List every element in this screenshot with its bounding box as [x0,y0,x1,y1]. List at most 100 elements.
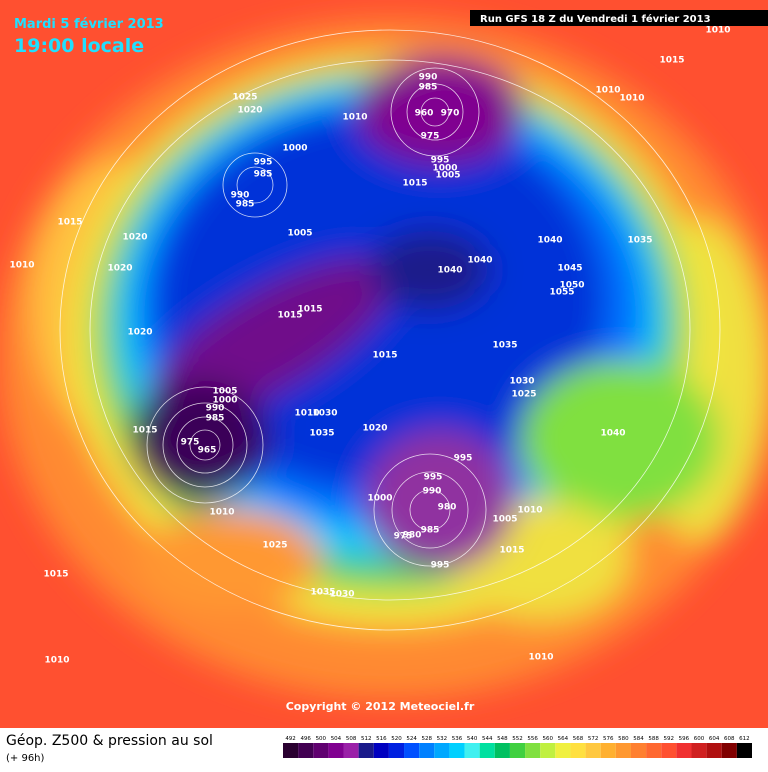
run: Run GFS 18 Z du Vendredi 1 février 2013 [480,13,711,25]
isobar-label: 990 [206,404,225,414]
colorbar-label: 520 [391,736,402,742]
colorbar-swatch [343,743,359,758]
isobar-label: 1010 [705,26,730,36]
isobar-label: 960 [415,109,434,119]
isobar-label: 1010 [528,653,553,663]
isobar-label: 1020 [362,424,387,434]
colorbar-label: 548 [497,736,508,742]
colorbar-label: 608 [724,736,735,742]
colorbar-swatch [298,743,314,758]
colorbar-label: 512 [361,736,372,742]
isobar-label: 1015 [57,218,82,228]
colorbar-swatch [646,743,662,758]
colorbar-swatch [585,743,601,758]
colorbar-swatch [328,743,344,758]
date: Mardi 5 février 2013 [14,17,164,32]
colorbar-swatch [661,743,677,758]
colorbar-swatch [630,743,647,758]
isobar-label: 995 [454,454,473,464]
isobar-label: 985 [236,200,255,210]
isobar-label: 1005 [435,171,460,181]
colorbar-label: 500 [316,736,327,742]
time: 19:00 locale [14,35,144,57]
colorbar-swatch [555,743,571,758]
isobar-label: 1040 [437,266,462,276]
colorbar-label: 516 [376,736,387,742]
isobar-label: 1015 [297,305,322,315]
colorbar-swatch [358,743,374,758]
isobar-label: 990 [423,487,442,497]
isobar-label: 1025 [262,541,287,551]
isobar-label: 1055 [549,288,574,298]
isobar-label: 995 [431,561,450,571]
isobar-label: 975 [181,438,200,448]
isobar-label: 1020 [107,264,132,274]
colorbar-label: 600 [694,736,705,742]
colorbar-label: 540 [467,736,478,742]
isobar-label: 1020 [122,233,147,243]
z500-field [0,0,768,728]
colorbar-label: 612 [739,736,750,742]
colorbar-swatch [464,743,480,758]
isobar-label: 1030 [329,590,354,600]
isobar-label: 1020 [127,328,152,338]
colorbar-swatch [540,743,556,758]
isobar-label: 965 [198,446,217,456]
colorbar-label: 524 [406,736,417,742]
isobar-label: 1005 [287,229,312,239]
isobar-label: 1010 [44,656,69,666]
colorbar-swatch [419,743,435,758]
isobar-label: 1030 [312,409,337,419]
colorbar-swatch [676,743,692,758]
colorbar-label: 492 [285,736,296,742]
footer-title: Géop. Z500 & pression au sol [6,733,213,749]
isobar-label: 1035 [492,341,517,351]
colorbar-label: 580 [618,736,629,742]
isobar-label: 1000 [282,144,307,154]
colorbar: 492 496 500 504 508 512 516 520 524 528 532 536 540 5… [283,736,752,758]
colorbar-label: 532 [437,736,448,742]
isobar-label: 1000 [212,396,237,406]
isobar-label: 1045 [557,264,582,274]
isobar-label: 975 [394,532,413,542]
colorbar-swatch [449,743,465,758]
colorbar-label: 588 [648,736,659,742]
colorbar-label: 496 [300,736,311,742]
isobar-label: 1015 [659,56,684,66]
colorbar-swatch [373,743,389,758]
colorbar-swatch [313,743,329,758]
isobar-label: 1035 [310,588,335,598]
colorbar-label: 576 [603,736,614,742]
copyright: Copyright © 2012 Meteociel.fr [286,700,475,713]
colorbar-swatch [434,743,450,758]
isobar-label: 985 [419,83,438,93]
colorbar-label: 544 [482,736,493,742]
isobar-label: 985 [254,170,273,180]
isobar-label: 990 [231,191,250,201]
isobar-label: 1010 [294,409,319,419]
isobar-label: 1015 [372,351,397,361]
isobar-label: 1010 [595,86,620,96]
isobar-label: 1015 [402,179,427,189]
colorbar-swatch [706,743,722,758]
isobar-label: 1010 [342,113,367,123]
colorbar-swatch [736,743,752,758]
isobar-label: 1015 [132,426,157,436]
footer-lead: (+ 96h) [6,753,45,764]
colorbar-label: 536 [452,736,463,742]
colorbar-swatch [525,743,541,758]
isobar-label: 1050 [559,281,584,291]
colorbar-swatch [283,743,299,758]
colorbar-label: 552 [512,736,523,742]
colorbar-label: 572 [588,736,599,742]
isobar-label: 1015 [277,311,302,321]
isobar-label: 1040 [467,256,492,266]
colorbar-swatch [615,743,631,758]
isobar-label: 1000 [432,164,457,174]
isobar-label: 1025 [511,390,536,400]
isobar-label: 1025 [232,93,257,103]
colorbar-label: 592 [664,736,675,742]
isobar-label: 1040 [600,429,625,439]
isobar-label: 1010 [517,506,542,516]
